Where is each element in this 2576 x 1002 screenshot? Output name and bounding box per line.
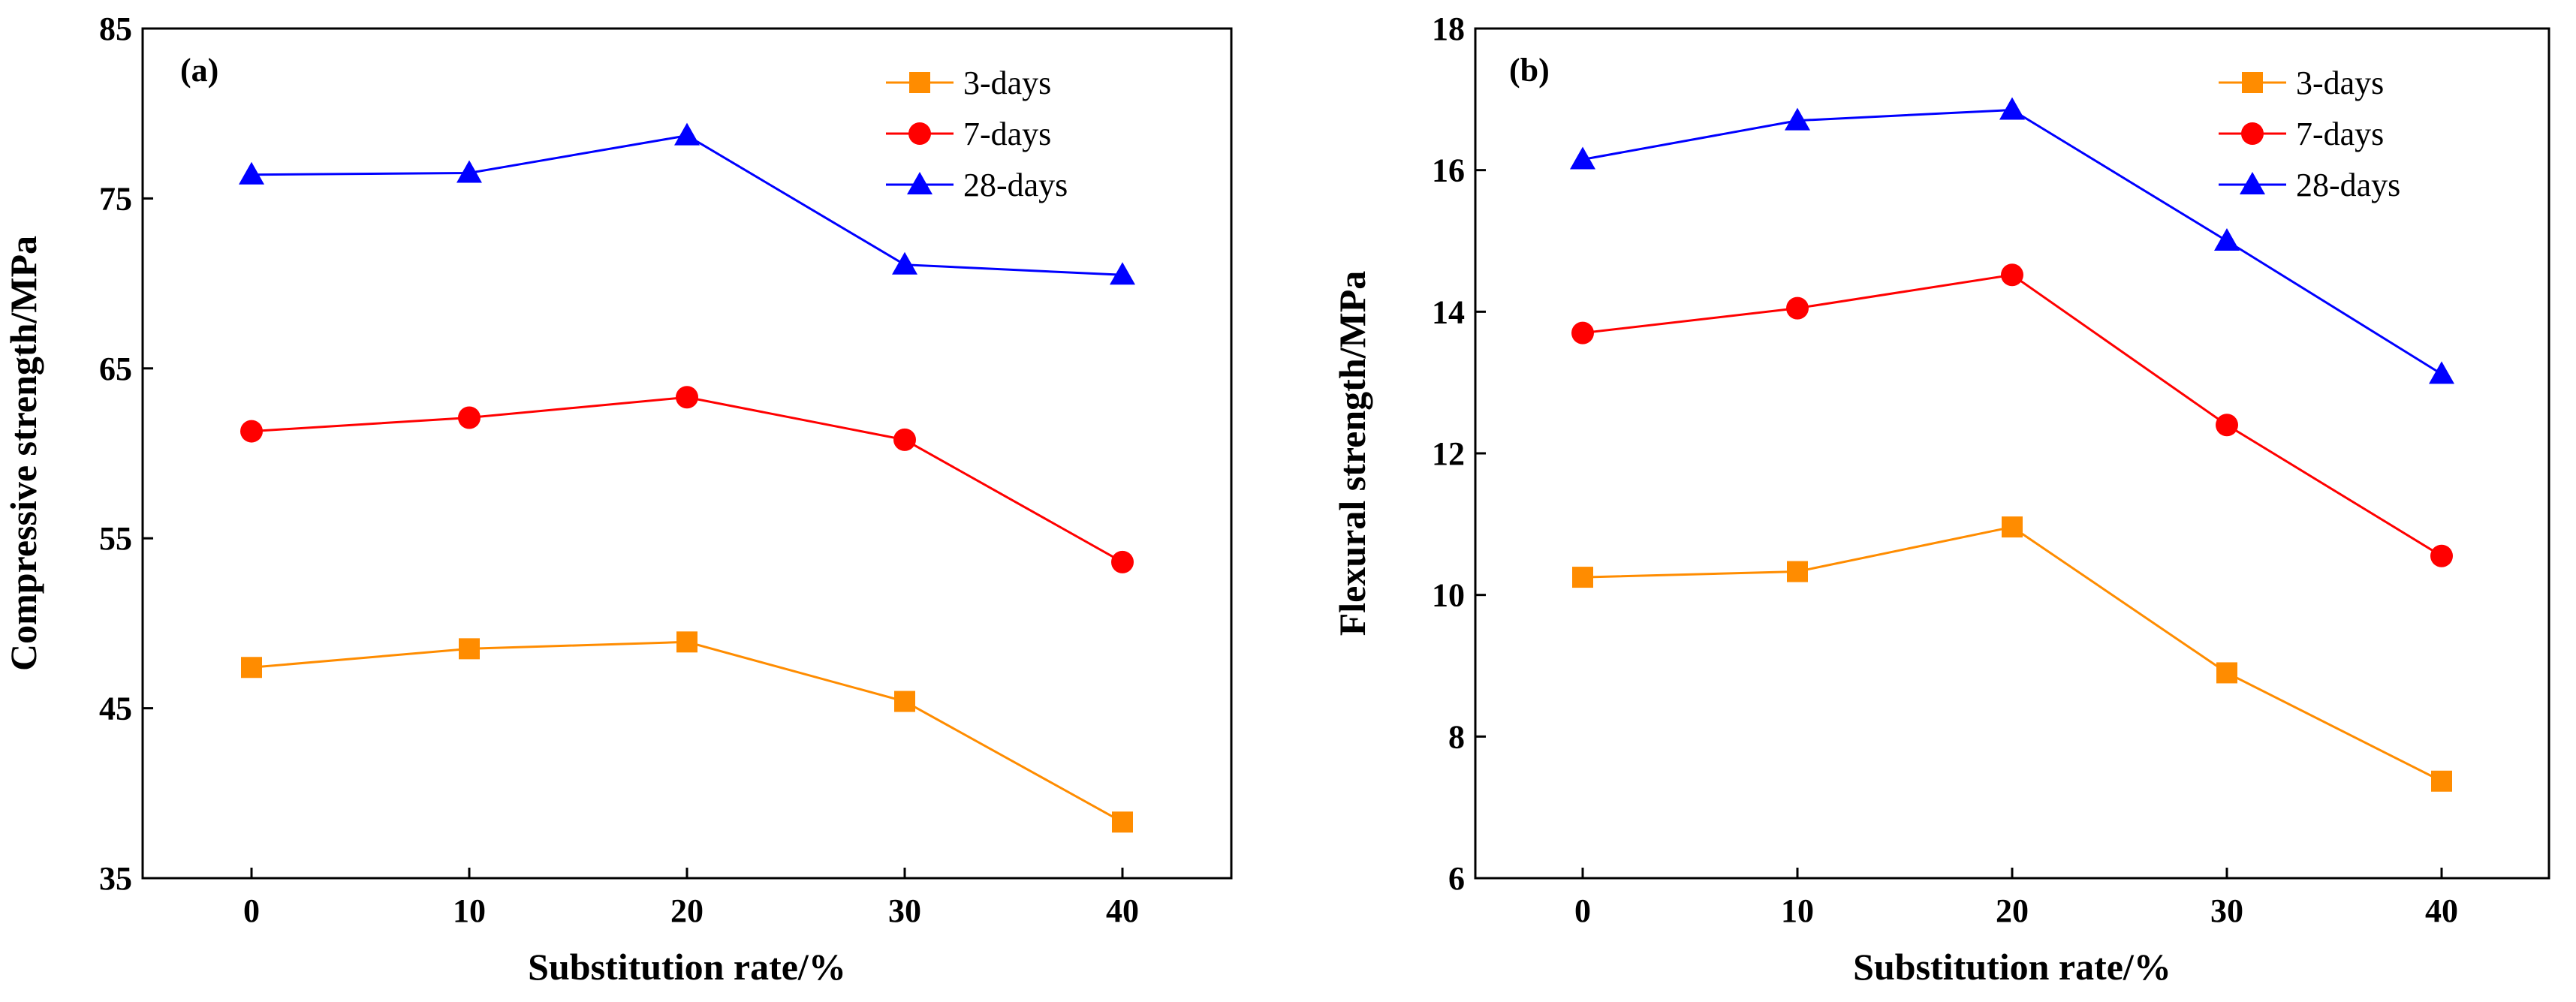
panel-a-point-28-days-40 bbox=[1110, 262, 1135, 285]
panel-a-legend-label-7-days: 7-days bbox=[963, 116, 1051, 152]
panel-a-x-axis-title: Substitution rate/% bbox=[528, 946, 846, 988]
panel-a-y-tick-label: 85 bbox=[99, 11, 132, 47]
panel-b-point-28-days-30 bbox=[2214, 228, 2240, 251]
panel-a-point-28-days-10 bbox=[456, 160, 482, 183]
panel-b-x-tick-label: 10 bbox=[1781, 892, 1814, 929]
panel-a-x-tick-label: 0 bbox=[243, 892, 260, 929]
panel-a-point-28-days-30 bbox=[892, 251, 917, 275]
panel-b-label: (b) bbox=[1509, 52, 1550, 89]
panel-a-point-3-days-30 bbox=[894, 691, 915, 712]
panel-b-series-line-3-days bbox=[1582, 525, 2442, 783]
panel-a-legend-label-28-days: 28-days bbox=[963, 167, 1068, 203]
panel-b-point-28-days-20 bbox=[1999, 97, 2025, 120]
panel-a-series-line-3-days bbox=[251, 640, 1123, 823]
panel-a-point-7-days-40 bbox=[1111, 550, 1134, 573]
panel-b-y-tick-label: 18 bbox=[1432, 11, 1465, 47]
panel-a-point-7-days-30 bbox=[893, 428, 916, 451]
panel-a-point-7-days-10 bbox=[458, 406, 481, 429]
panel-b-legend-label-28-days: 28-days bbox=[2296, 167, 2400, 203]
panel-b-legend-label-7-days: 7-days bbox=[2296, 116, 2384, 152]
panel-b: 6 8 10 12 14 16 18 0 10 20 30 40 Substitution rate/%… bbox=[1331, 11, 2550, 988]
panel-a-y-tick-label: 55 bbox=[99, 520, 132, 557]
panel-b-x-tick-label: 20 bbox=[1996, 892, 2029, 929]
panel-a-point-28-days-20 bbox=[674, 122, 700, 146]
panel-b-x-tick-label: 30 bbox=[2210, 892, 2243, 929]
panel-b-point-7-days-20 bbox=[2001, 263, 2023, 287]
panel-a-x-tick-label: 30 bbox=[888, 892, 921, 929]
panel-b-x-tick-label: 40 bbox=[2425, 892, 2458, 929]
panel-b-point-28-days-10 bbox=[1785, 107, 1810, 131]
panel-a-legend-label-3-days: 3-days bbox=[963, 65, 1051, 101]
panel-a-plot-frame bbox=[141, 27, 1233, 880]
panel-a-series-line-7-days bbox=[251, 396, 1123, 564]
panel-b-legend-marker-28-days bbox=[2240, 172, 2265, 194]
panel-b-legend-label-3-days: 3-days bbox=[2296, 65, 2384, 101]
panel-b-y-tick-label: 16 bbox=[1432, 152, 1465, 189]
panel-a-y-tick-label: 75 bbox=[99, 180, 132, 217]
panel-b-point-7-days-40 bbox=[2430, 544, 2453, 567]
panel-b-y-tick-label: 10 bbox=[1432, 577, 1465, 614]
panel-a-y-tick-label: 35 bbox=[99, 860, 132, 897]
panel-b-point-7-days-30 bbox=[2216, 414, 2238, 437]
panel-b-point-7-days-10 bbox=[1786, 296, 1809, 320]
panel-a-y-tick-label: 45 bbox=[99, 691, 132, 727]
panel-a-point-28-days-0 bbox=[239, 161, 264, 185]
panel-a-legend-marker-3-days bbox=[909, 72, 930, 93]
panel-a-point-3-days-10 bbox=[459, 638, 480, 660]
panel-a-point-7-days-0 bbox=[240, 420, 263, 443]
panel-b-plot-frame bbox=[1474, 27, 2550, 880]
panel-b-legend-marker-7-days bbox=[2241, 122, 2264, 145]
panel-b-y-tick-label: 6 bbox=[1448, 860, 1465, 897]
panel-b-point-3-days-0 bbox=[1572, 567, 1593, 588]
panel-b-point-3-days-10 bbox=[1787, 561, 1808, 582]
panel-a-point-7-days-20 bbox=[676, 386, 698, 409]
panel-a-point-3-days-20 bbox=[676, 631, 697, 653]
panel-a-legend-marker-28-days bbox=[907, 172, 932, 194]
panel-a: 35 45 55 65 75 85 0 10 20 30 40 Substitution rate/%… bbox=[2, 11, 1233, 988]
panel-b-y-axis-title: Flexural strength/MPa bbox=[1331, 271, 1373, 636]
panel-a-x-tick-label: 20 bbox=[670, 892, 704, 929]
panel-b-point-28-days-40 bbox=[2429, 361, 2454, 384]
panel-a-y-tick-label: 65 bbox=[99, 351, 132, 387]
panel-a-x-tick-label: 10 bbox=[453, 892, 486, 929]
panel-b-series-line-7-days bbox=[1582, 273, 2442, 558]
panel-b-y-tick-label: 8 bbox=[1448, 718, 1465, 755]
panel-b-x-axis-title: Substitution rate/% bbox=[1853, 946, 2171, 988]
panel-a-x-tick-label: 40 bbox=[1106, 892, 1139, 929]
panel-b-point-3-days-20 bbox=[2002, 516, 2023, 538]
panel-b-point-7-days-0 bbox=[1571, 321, 1594, 345]
panel-b-x-tick-label: 0 bbox=[1574, 892, 1591, 929]
panel-a-series-line-28-days bbox=[251, 134, 1123, 276]
panel-b-y-tick-label: 12 bbox=[1432, 435, 1465, 472]
panel-b-point-28-days-0 bbox=[1570, 146, 1595, 170]
panel-a-y-axis-title: Compressive strength/MPa bbox=[2, 236, 44, 671]
panel-b-point-3-days-30 bbox=[2216, 662, 2237, 684]
panel-a-legend-marker-7-days bbox=[908, 122, 931, 145]
panel-b-point-3-days-40 bbox=[2431, 770, 2452, 792]
panel-a-point-3-days-0 bbox=[241, 657, 262, 679]
panel-a-point-3-days-40 bbox=[1112, 811, 1133, 833]
panel-b-legend-marker-3-days bbox=[2242, 72, 2263, 93]
panel-a-label: (a) bbox=[180, 52, 218, 89]
panel-b-y-tick-label: 14 bbox=[1432, 293, 1465, 330]
